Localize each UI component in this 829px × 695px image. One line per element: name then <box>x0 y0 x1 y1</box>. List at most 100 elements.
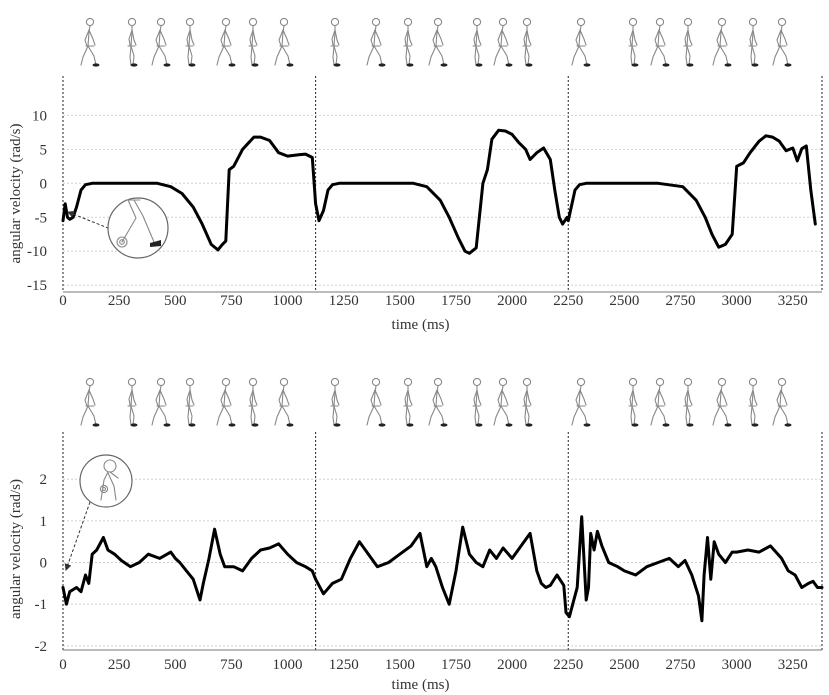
x-tick-label: 250 <box>108 293 131 309</box>
x-tick-label: 2500 <box>609 293 639 309</box>
walking-figure-icon <box>522 17 532 66</box>
series-line-bottom <box>61 515 824 623</box>
x-tick-label: 3000 <box>722 293 752 309</box>
foot-marker-icon <box>378 63 386 67</box>
series-line <box>61 515 824 623</box>
walking-figure-icon <box>712 17 729 66</box>
x-tick-label: 1250 <box>329 657 359 673</box>
walking-figure-icon <box>366 377 383 426</box>
foot-marker-icon <box>92 63 100 67</box>
walking-figure-icon <box>127 17 137 66</box>
x-tick-label: 500 <box>164 657 187 673</box>
x-tick-label: 0 <box>59 293 67 309</box>
foot-marker-icon <box>475 423 483 427</box>
foot-marker-icon <box>188 63 196 67</box>
x-tick-label: 1000 <box>273 657 303 673</box>
foot-marker-icon <box>686 423 694 427</box>
y-tick-label: 10 <box>32 108 47 124</box>
y-tick-label: 1 <box>40 514 48 530</box>
foot-marker-icon <box>228 423 236 427</box>
walking-figure-icon <box>748 17 758 66</box>
gait-sequence-top <box>80 17 792 67</box>
foot-marker-icon <box>662 63 670 67</box>
walking-figure-icon <box>248 17 258 66</box>
walking-figure-icon <box>628 377 638 426</box>
torso-icon <box>99 459 119 501</box>
foot-marker-icon <box>475 63 483 67</box>
walking-figure-icon <box>683 17 693 66</box>
x-axis-label-top: time (ms) <box>392 317 450 333</box>
x-tick-label: 1500 <box>385 657 415 673</box>
walking-figure-icon <box>403 377 413 426</box>
x-tick-label: 3000 <box>722 657 752 673</box>
y-tick-labels-top: -15 -10 -5 0 5 10 <box>27 108 47 294</box>
walking-figure-icon <box>712 377 729 426</box>
walking-figure-icon <box>683 377 693 426</box>
x-tick-label: 250 <box>108 657 131 673</box>
foot-marker-icon <box>251 63 259 67</box>
y-tick-label: 0 <box>40 176 48 192</box>
series-line <box>61 128 817 255</box>
leg-icon <box>116 199 155 248</box>
foot-marker-icon <box>662 423 670 427</box>
x-tick-label: 750 <box>220 293 243 309</box>
x-tick-label: 0 <box>59 657 67 673</box>
walking-figure-icon <box>472 17 482 66</box>
foot-marker-icon <box>525 63 533 67</box>
foot-marker-icon <box>784 63 792 67</box>
foot-marker-icon <box>286 423 294 427</box>
walking-figure-icon <box>493 377 510 426</box>
walking-figure-icon <box>472 377 482 426</box>
foot-icon <box>150 240 161 247</box>
x-tick-label: 1750 <box>441 657 471 673</box>
foot-marker-icon <box>188 423 196 427</box>
walking-figure-icon <box>403 17 413 66</box>
foot-marker-icon <box>440 423 448 427</box>
x-tick-label: 2000 <box>497 293 527 309</box>
y-tick-label: -1 <box>35 597 48 613</box>
x-tick-label: 3250 <box>778 657 808 673</box>
walking-figure-icon <box>772 17 789 66</box>
foot-marker-icon <box>631 63 639 67</box>
gait-sequence-bottom <box>80 377 792 427</box>
foot-marker-icon <box>333 423 341 427</box>
inset-shank-sensor <box>67 197 169 259</box>
walking-figure-icon <box>772 377 789 426</box>
walking-figure-icon <box>522 377 532 426</box>
walking-figure-icon <box>571 377 588 426</box>
foot-marker-icon <box>163 63 171 67</box>
foot-marker-icon <box>440 63 448 67</box>
x-tick-label: 2750 <box>666 293 696 309</box>
walking-figure-icon <box>493 17 510 66</box>
walking-figure-icon <box>428 17 445 66</box>
walking-figure-icon <box>185 377 195 426</box>
walking-figure-icon <box>428 377 445 426</box>
walking-figure-icon <box>80 17 97 66</box>
foot-marker-icon <box>286 63 294 67</box>
walking-figure-icon <box>151 17 168 66</box>
x-tick-label: 2500 <box>609 657 639 673</box>
foot-marker-icon <box>130 423 138 427</box>
walking-figure-icon <box>216 377 233 426</box>
y-tick-label: -15 <box>27 278 47 294</box>
x-tick-label: 3250 <box>778 293 808 309</box>
x-tick-label: 2750 <box>666 657 696 673</box>
walking-figure-icon <box>185 17 195 66</box>
x-tick-label: 1500 <box>385 293 415 309</box>
foot-marker-icon <box>406 423 414 427</box>
inset-arrow <box>67 210 119 233</box>
y-axis-label-bottom: angular velocity (rad/s) <box>8 479 24 619</box>
foot-marker-icon <box>686 63 694 67</box>
x-tick-label: 2250 <box>553 293 583 309</box>
foot-marker-icon <box>333 63 341 67</box>
x-tick-labels-bottom: 0 250 500 750 1000 1250 1500 1750 2000 2250 2500 27… <box>59 657 808 673</box>
walking-figure-icon <box>650 377 667 426</box>
foot-marker-icon <box>724 423 732 427</box>
y-tick-label: -5 <box>35 210 48 226</box>
walking-figure-icon <box>80 377 97 426</box>
walking-figure-icon <box>571 17 588 66</box>
foot-marker-icon <box>505 423 513 427</box>
walking-figure-icon <box>366 17 383 66</box>
foot-marker-icon <box>130 63 138 67</box>
